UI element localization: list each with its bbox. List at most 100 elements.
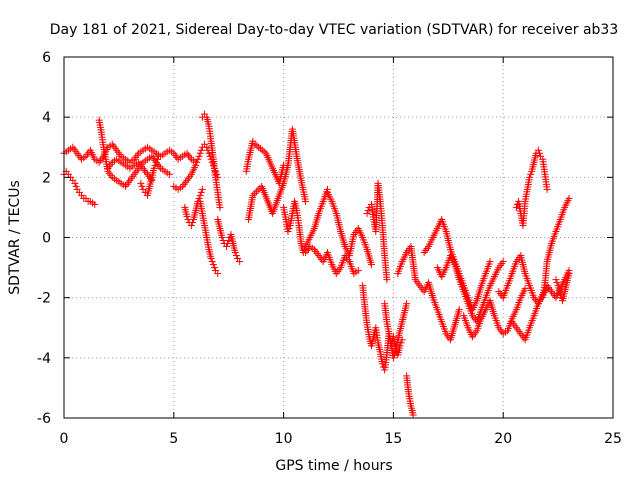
data-point	[409, 411, 417, 419]
data-point	[193, 158, 201, 166]
data-point	[499, 258, 507, 266]
data-point	[183, 212, 191, 220]
data-point	[195, 194, 203, 202]
data-point	[527, 170, 535, 178]
data-point	[378, 360, 386, 368]
y-axis-label: SDTVAR / TECUs	[7, 180, 23, 295]
data-point	[556, 291, 564, 299]
data-point	[154, 152, 162, 160]
y-tick-label: 6	[42, 50, 51, 66]
data-point	[209, 261, 217, 269]
data-point	[210, 264, 218, 272]
data-point	[383, 276, 391, 284]
x-tick-label: 0	[60, 431, 69, 447]
y-tick-label: 4	[42, 110, 51, 126]
data-point	[231, 249, 239, 257]
data-point	[208, 258, 216, 266]
data-points	[60, 110, 573, 419]
data-point	[258, 146, 266, 154]
data-point	[284, 227, 292, 235]
data-point	[565, 270, 573, 278]
data-point	[521, 285, 529, 293]
data-point	[91, 200, 99, 208]
data-point	[364, 206, 372, 214]
data-point	[196, 191, 204, 199]
axis-ticks: 0 5 10 15 20 25 -6 -4 -2 0 2 4 6	[37, 50, 622, 447]
data-point	[535, 149, 543, 157]
data-point	[403, 300, 411, 308]
data-point	[363, 209, 371, 217]
data-point	[354, 267, 362, 275]
data-point	[188, 218, 196, 226]
data-point	[254, 186, 262, 194]
x-tick-label: 5	[169, 431, 178, 447]
x-tick-label: 25	[604, 431, 622, 447]
data-point	[165, 170, 173, 178]
data-point	[455, 306, 463, 314]
data-point	[398, 336, 406, 344]
y-tick-label: 2	[42, 170, 51, 186]
data-point	[255, 143, 263, 151]
data-point	[197, 188, 205, 196]
data-point	[150, 164, 158, 172]
data-point	[553, 279, 561, 287]
data-point	[257, 145, 265, 153]
data-point	[260, 148, 268, 156]
data-point	[251, 190, 259, 198]
x-tick-label: 15	[384, 431, 402, 447]
data-point	[252, 188, 260, 196]
data-point	[232, 252, 240, 260]
data-point	[152, 158, 160, 166]
data-point	[285, 224, 293, 232]
x-axis-label: GPS time / hours	[275, 458, 392, 474]
data-point	[249, 191, 257, 199]
y-tick-label: -6	[37, 411, 51, 427]
data-point	[253, 142, 261, 150]
data-point	[534, 146, 542, 154]
data-point	[213, 170, 221, 178]
data-point	[486, 258, 494, 266]
data-point	[543, 285, 551, 293]
data-point	[225, 237, 233, 245]
data-point	[397, 339, 405, 347]
x-tick-label: 20	[494, 431, 512, 447]
data-point	[192, 161, 200, 169]
data-point	[543, 185, 551, 193]
data-point	[153, 155, 161, 163]
data-point	[194, 155, 202, 163]
data-point	[392, 345, 400, 353]
data-point	[197, 146, 205, 154]
data-point	[196, 149, 204, 157]
chart-title: Day 181 of 2021, Sidereal Day-to-day VTE…	[50, 22, 619, 38]
data-point	[526, 173, 534, 181]
data-point	[207, 255, 215, 263]
data-point	[71, 179, 79, 187]
data-point	[138, 182, 146, 190]
data-point	[236, 258, 244, 266]
y-tick-label: -4	[37, 351, 51, 367]
data-point	[151, 161, 159, 169]
data-point	[552, 276, 560, 284]
data-point	[251, 140, 259, 148]
data-point	[565, 194, 573, 202]
y-tick-label: -2	[37, 291, 51, 307]
data-point	[367, 261, 375, 269]
plot-frame	[63, 56, 614, 419]
data-point	[208, 158, 216, 166]
data-point	[512, 203, 520, 211]
data-point	[195, 152, 203, 160]
data-point	[137, 179, 145, 187]
data-point	[214, 270, 222, 278]
x-tick-label: 10	[275, 431, 293, 447]
data-point	[218, 234, 226, 241]
data-point	[72, 182, 80, 190]
grid-lines	[64, 57, 613, 418]
data-point	[302, 197, 310, 205]
data-point	[223, 243, 231, 251]
data-point	[203, 143, 211, 151]
y-tick-label: 0	[42, 231, 51, 247]
data-point	[187, 221, 195, 229]
data-point	[198, 185, 206, 193]
data-point	[396, 342, 404, 350]
